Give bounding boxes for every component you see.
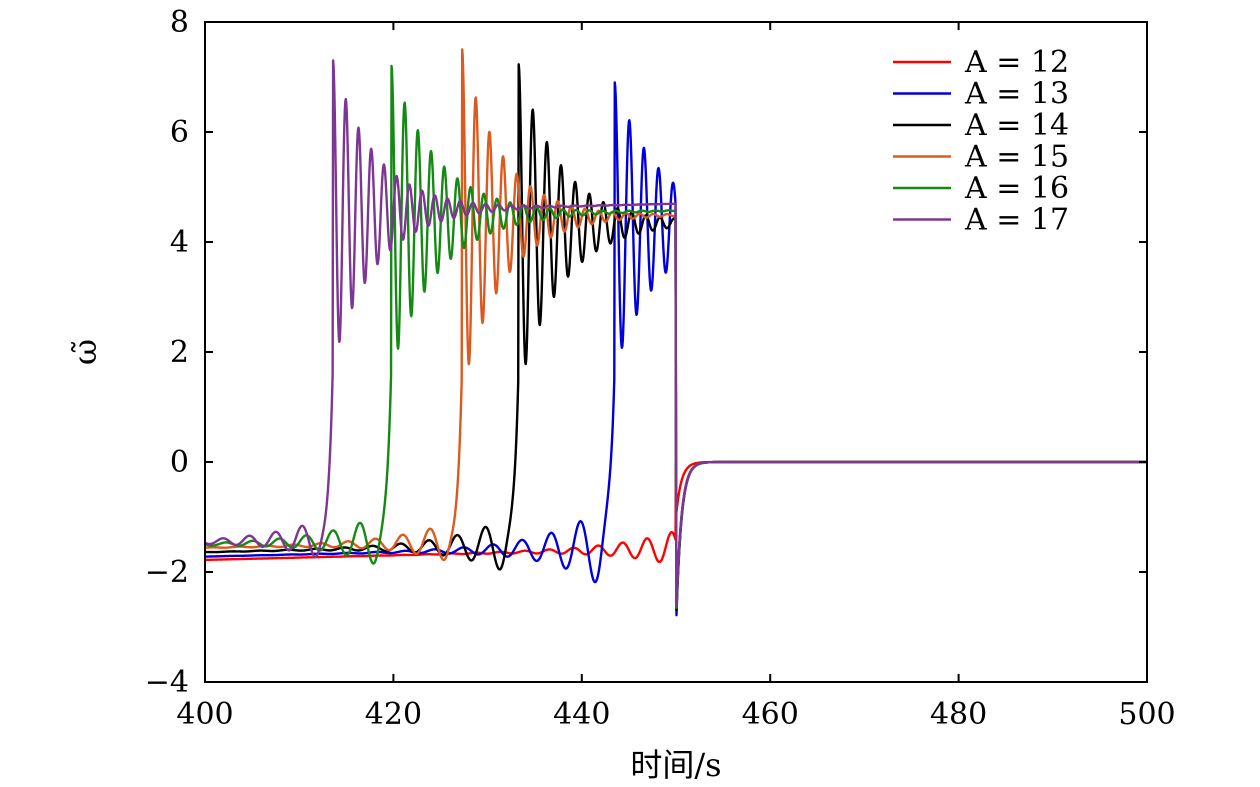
legend-label: A = 12 (964, 45, 1069, 80)
x-axis-label: 时间/s (630, 746, 721, 784)
legend-label: A = 14 (964, 108, 1069, 143)
y-tick-label: 0 (170, 445, 189, 480)
y-tick-label: 4 (170, 225, 189, 260)
ticks-layer: 400 420 440 460 480 500 −4 −2 0 2 4 6 8 (145, 5, 1176, 732)
x-tick-label: 460 (742, 697, 799, 732)
y-tick-label: 8 (170, 5, 189, 40)
x-tick-label: 500 (1118, 697, 1175, 732)
legend: A = 12A = 13A = 14A = 15A = 16A = 17 (893, 45, 1069, 238)
legend-label: A = 17 (964, 203, 1069, 238)
y-tick-label: −2 (145, 555, 189, 590)
y-tick-label: −4 (145, 665, 189, 700)
series-layer (205, 48, 1147, 617)
x-tick-label: 480 (930, 697, 987, 732)
series-line-a-17 (205, 59, 1147, 607)
x-tick-label: 420 (365, 697, 422, 732)
legend-label: A = 13 (964, 77, 1069, 112)
y-tick-label: 6 (170, 115, 189, 150)
legend-label: A = 16 (964, 171, 1069, 206)
legend-label: A = 15 (964, 140, 1069, 175)
y-axis-label: ω̃ (66, 339, 104, 365)
x-tick-label: 440 (553, 697, 610, 732)
y-tick-label: 2 (170, 335, 189, 370)
x-tick-label: 400 (176, 697, 233, 732)
